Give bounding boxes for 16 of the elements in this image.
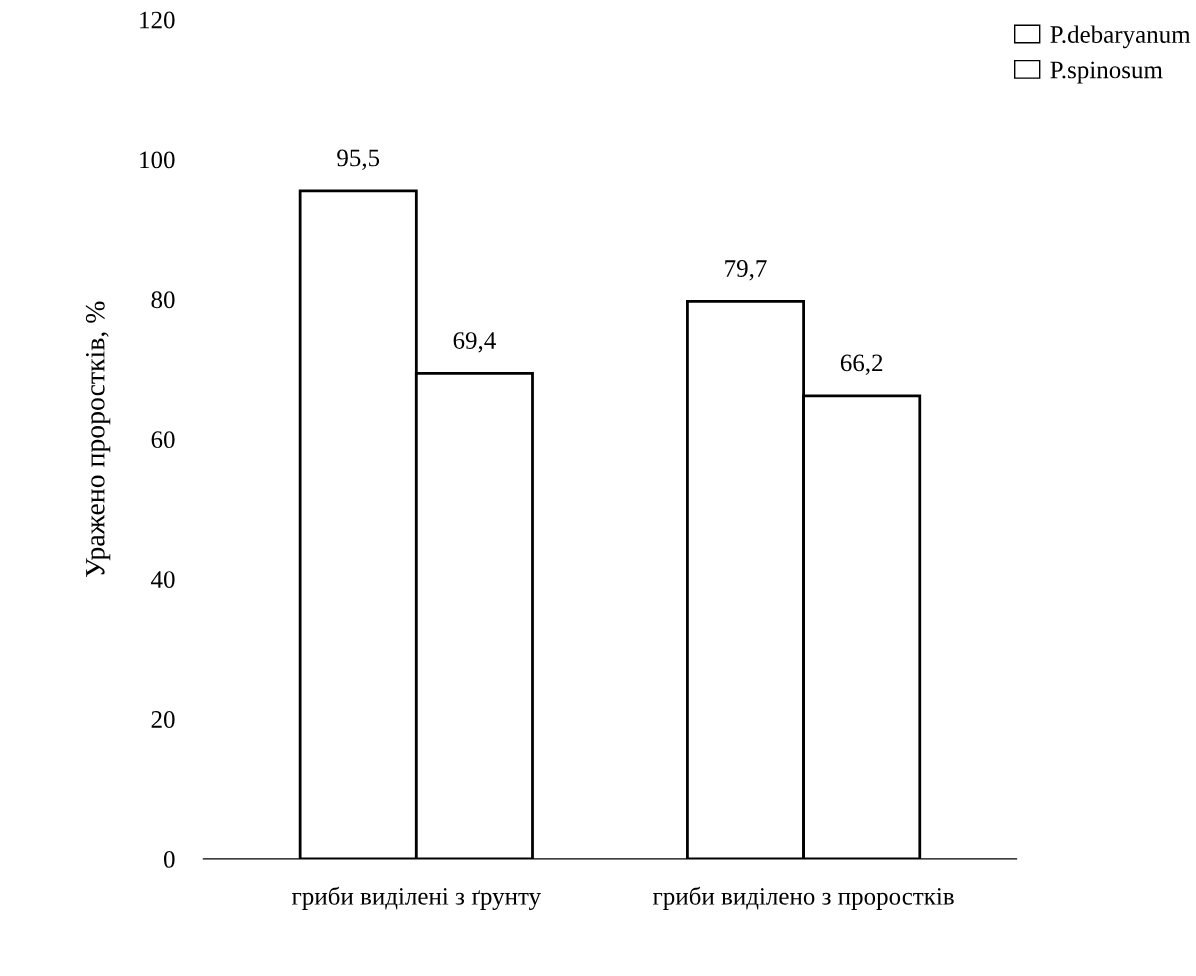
y-tick-label: 120 [140,11,175,29]
legend-label: P.debaryanum [1050,25,1191,49]
y-tick-label: 20 [151,711,175,728]
legend-label: P.spinosum [1050,61,1163,84]
y-tick-label: 40 [151,571,175,589]
data-label: 79,7 [725,260,767,281]
y-tick-label: 80 [151,291,175,309]
data-label: 66,2 [840,354,883,375]
x-tick-label: гриби виділено з проростків [653,886,954,910]
y-tick-label: 100 [140,151,175,169]
y-tick-label: 0 [164,850,175,868]
y-tick-label: 60 [151,431,175,449]
x-tick-label: гриби виділені з ґрунту [292,886,541,910]
data-label: 69,4 [453,332,496,353]
y-axis-title: Уражено проростків, % [85,301,111,577]
data-label: 95,5 [337,149,380,170]
